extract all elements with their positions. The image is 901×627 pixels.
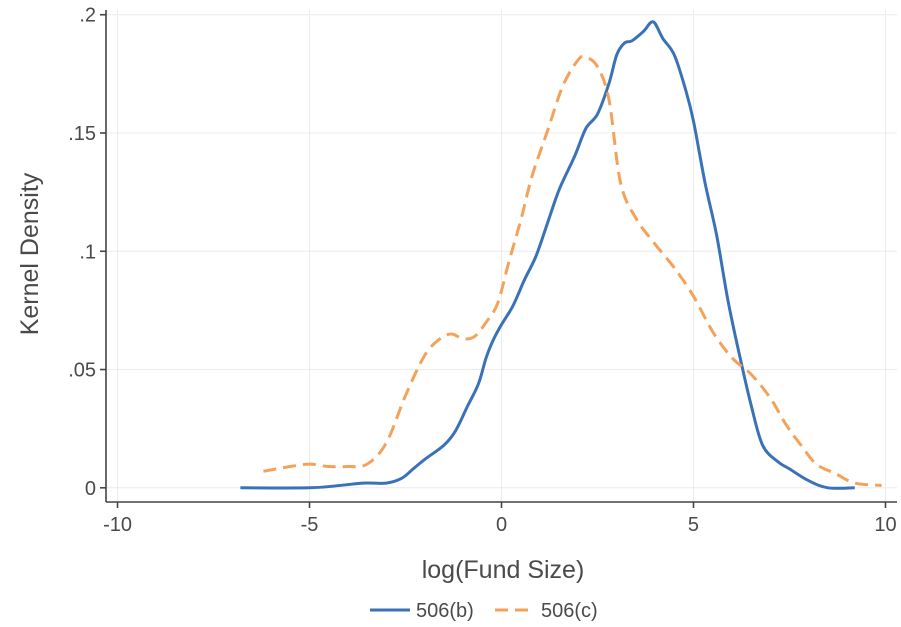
series-line-2 bbox=[263, 54, 882, 487]
x-axis-title: log(Fund Size) bbox=[422, 556, 585, 584]
x-tick-label: -5 bbox=[301, 514, 319, 536]
y-tick-label: .1 bbox=[79, 241, 96, 263]
tick-labels: -10 -5 0 5 10 0 .05 .1 .15 .2 bbox=[68, 5, 896, 536]
legend-label-2: 506(c) bbox=[541, 600, 598, 622]
series-lines bbox=[240, 20, 882, 490]
x-tick-label: 10 bbox=[874, 514, 896, 536]
y-tick-label: .15 bbox=[68, 123, 96, 145]
y-tick-label: .2 bbox=[79, 5, 96, 27]
x-tick-label: -10 bbox=[103, 514, 132, 536]
y-axis-title: Kernel Density bbox=[16, 172, 44, 335]
y-tick-label: .05 bbox=[68, 360, 96, 382]
x-tick-label: 5 bbox=[688, 514, 699, 536]
y-tick-label: 0 bbox=[85, 478, 96, 500]
grid bbox=[106, 10, 897, 502]
legend: 506(b) 506(c) bbox=[370, 600, 598, 622]
legend-label-1: 506(b) bbox=[416, 600, 474, 622]
series-line-1 bbox=[240, 20, 855, 490]
x-tick-label: 0 bbox=[496, 514, 507, 536]
